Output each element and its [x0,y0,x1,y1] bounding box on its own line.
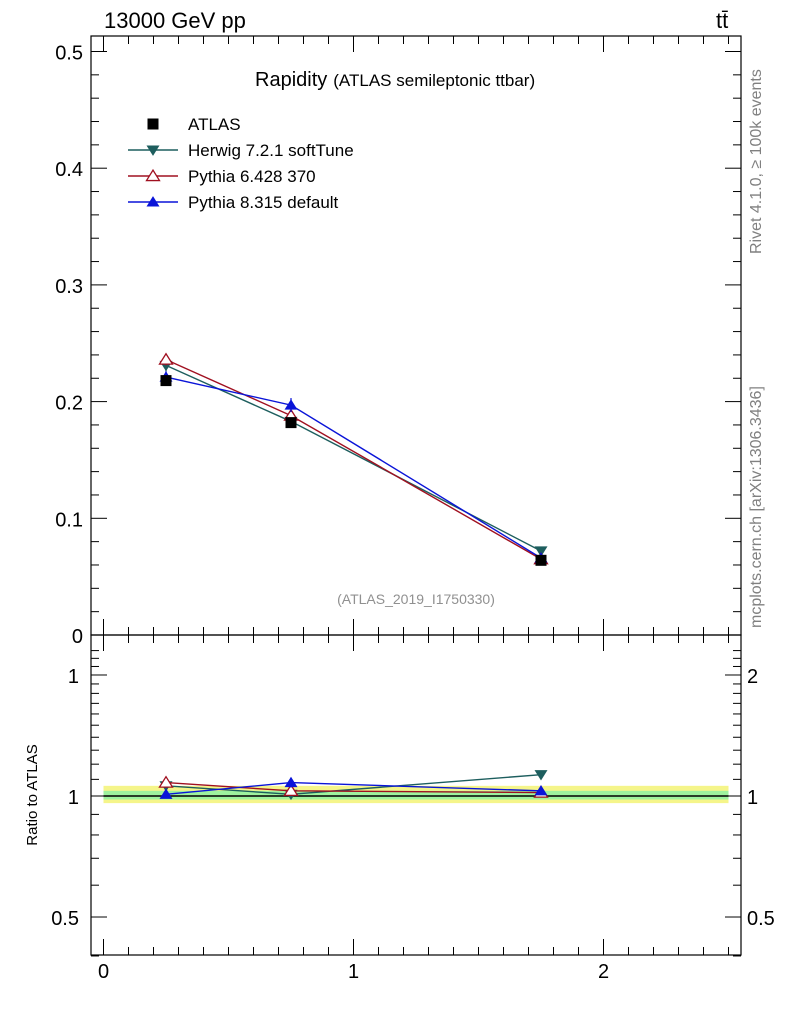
series-line [165,376,542,559]
main-ytick-label: 0.3 [55,276,83,298]
ratio-ytick-label: 1 [68,787,79,809]
legend-entry: Pythia 6.428 370 [128,167,316,186]
ratio-bands [103,785,729,804]
legend-marker [147,118,159,130]
rivet-label: Rivet 4.1.0, ≥ 100k events [748,69,765,254]
legend-label: Pythia 6.428 370 [188,167,316,186]
data-point [535,554,547,566]
main-series [158,352,549,566]
ratio-ylabel: Ratio to ATLAS [24,744,41,845]
analysis-id: (ATLAS_2019_I1750330) [337,591,495,607]
chart-title: Rapidity [255,69,327,91]
ratio-point [284,776,298,788]
main-panel: 0 0.1 0.2 0.3 0.4 0.5 Rapidity (ATLAS semilep… [55,35,742,649]
main-ytick-label: 0.2 [55,393,83,415]
legend-entry: Pythia 8.315 default [128,193,339,212]
ratio-ytick-label: 0.5 [51,908,79,930]
legend-label: Herwig 7.2.1 softTune [188,141,354,160]
process-label: tt̄ [716,8,728,33]
main-ytick-labels: 0 0.1 0.2 0.3 0.4 0.5 [55,43,83,649]
ratio-point [283,783,299,797]
ratio-series-2 [159,776,548,799]
ratio-point [159,788,173,799]
chart-subtitle: (ATLAS semileptonic ttbar) [333,71,535,90]
ratio-series [158,770,549,801]
ratio-point [158,775,174,788]
ratio-ytick-label-right: 1 [747,787,758,809]
legend-entry: Herwig 7.2.1 softTune [128,141,354,160]
series-0 [160,375,547,566]
legend: ATLAS Herwig 7.2.1 softTune Pythia 6.428 3… [128,115,354,212]
mcplots-label: mcplots.cern.ch [arXiv:1306.3436] [748,386,765,628]
uncertainty-band-inner [103,790,729,800]
ratio-ticks [91,635,741,957]
ratio-xtick-label: 1 [348,961,359,983]
legend-label: ATLAS [188,115,241,134]
ratio-ytick-labels: 0.5 0.5 1 1 1 2 [51,666,775,930]
ratio-panel: 0.5 0.5 1 1 1 2 0 1 2 Ratio to ATLAS [24,634,775,983]
ratio-xtick-label: 0 [98,961,109,983]
main-ytick-label: 0.5 [55,43,83,65]
ratio-ytick-label-right: 0.5 [747,908,775,930]
legend-marker [145,168,161,182]
data-point [158,352,174,365]
legend-entry: ATLAS [147,115,241,134]
ratio-xtick-labels: 0 1 2 [98,961,609,983]
energy-label: 13000 GeV pp [104,8,246,33]
data-point [534,546,548,557]
main-ytick-label: 0.1 [55,509,83,531]
ratio-point [534,770,548,781]
main-ytick-label: 0.4 [55,159,83,181]
main-ticks [91,36,741,636]
ratio-ytick-label-right: 2 [747,666,758,688]
legend-marker [146,196,160,207]
data-point [160,375,172,387]
ratio-point [534,784,548,796]
main-ytick-label: 0 [72,626,83,648]
legend-label: Pythia 8.315 default [188,193,339,212]
series-3 [159,371,548,563]
legend-marker [146,145,160,156]
ratio-ytick-label: 1 [68,666,79,688]
series-2 [158,352,549,565]
ratio-frame [90,634,742,956]
data-point [285,417,297,429]
ratio-xtick-label: 2 [598,961,609,983]
data-point [284,399,298,410]
